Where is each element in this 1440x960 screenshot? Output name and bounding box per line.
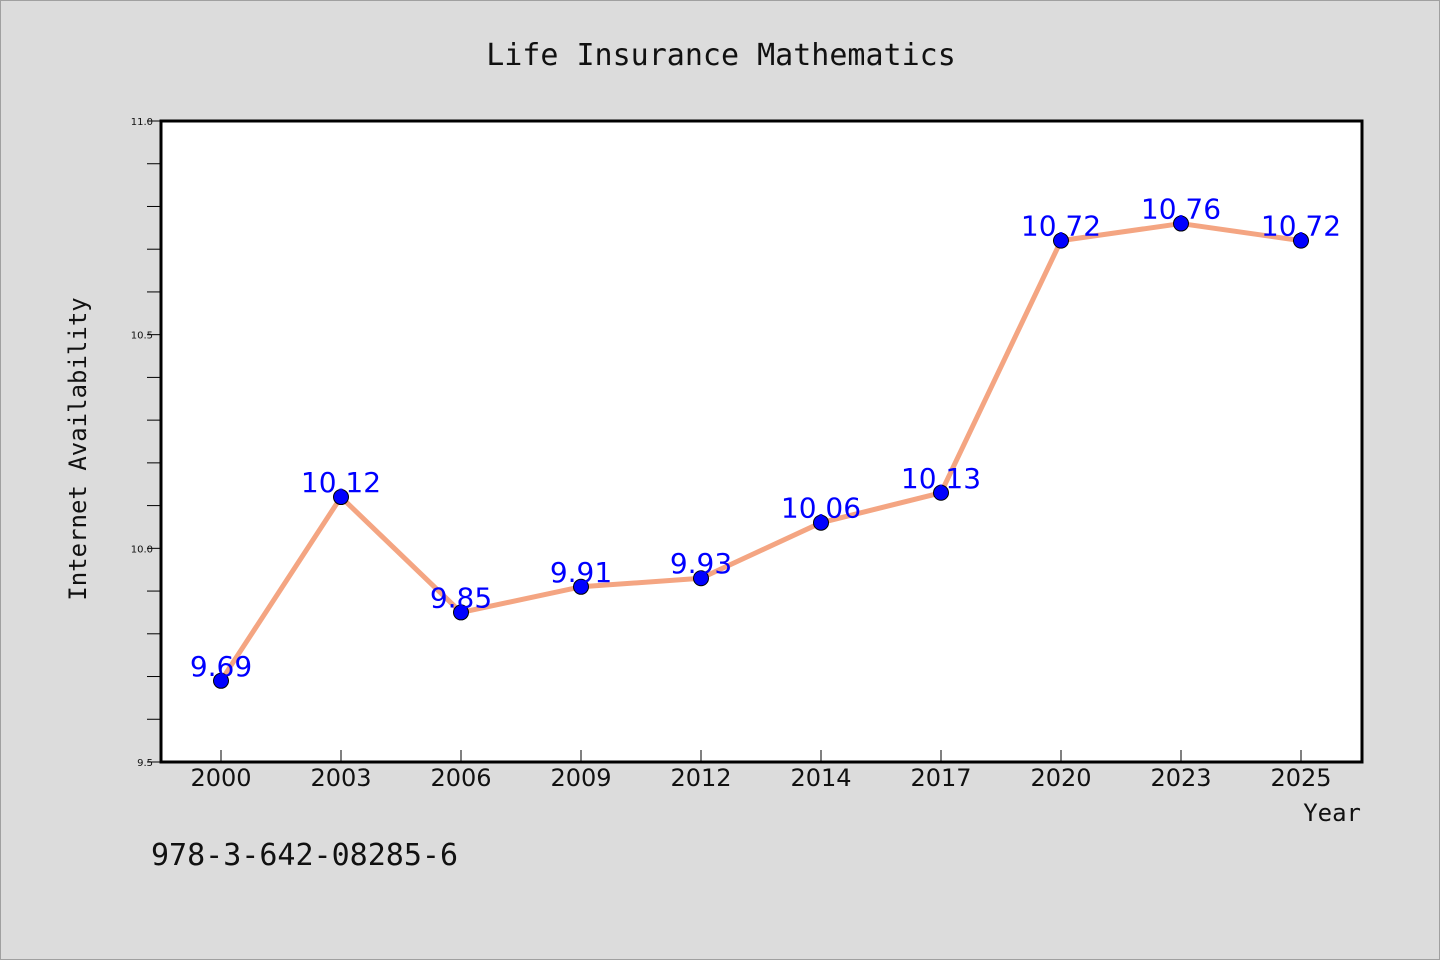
data-point (333, 489, 349, 506)
data-point (1293, 232, 1309, 249)
data-label: 9.93 (670, 547, 732, 580)
y-tick-label: 9.5 (137, 758, 153, 769)
data-point (1173, 215, 1189, 232)
y-tick-label: 10.0 (131, 544, 153, 555)
data-point (693, 570, 709, 587)
y-axis: 9.5 10.0 10.5 11.0 (131, 117, 161, 769)
y-axis-label: Internet Availability (64, 297, 92, 600)
x-tick-label: 2023 (1150, 764, 1211, 792)
data-label: 10.12 (301, 466, 381, 499)
data-labels: 9.69 10.12 9.85 9.91 9.93 10.06 10.13 10.72 10.7… (190, 193, 1341, 683)
x-tick-label: 2003 (310, 764, 371, 792)
data-point (1053, 232, 1069, 249)
x-tick-label: 2009 (550, 764, 611, 792)
x-tick-label: 2012 (670, 764, 731, 792)
data-point (213, 672, 229, 689)
data-label: 10.76 (1141, 193, 1221, 226)
x-tick-label: 2017 (910, 764, 971, 792)
data-point (573, 578, 589, 595)
data-label: 9.91 (550, 556, 612, 589)
x-axis-label: Year (1303, 799, 1361, 827)
y-tick-label: 11.0 (131, 117, 153, 128)
y-tick-label: 10.5 (131, 331, 153, 342)
data-label: 10.72 (1021, 210, 1101, 243)
x-tick-label: 2006 (430, 764, 491, 792)
x-tick-label: 2025 (1270, 764, 1331, 792)
x-tick-label: 2020 (1030, 764, 1091, 792)
data-label: 10.72 (1261, 210, 1341, 243)
data-label: 9.85 (430, 581, 492, 614)
footnote-isbn: 978-3-642-08285-6 (151, 838, 458, 873)
series-line (218, 221, 1302, 683)
data-label: 10.06 (781, 492, 861, 525)
series-line-group (218, 221, 1302, 683)
x-tick-label: 2000 (190, 764, 251, 792)
x-axis: 2000 2003 2006 2009 2012 2014 2017 2020 2023 2025 (190, 750, 1332, 792)
data-point (453, 604, 469, 621)
data-points (213, 215, 1309, 689)
data-point (813, 514, 829, 531)
data-point (933, 484, 949, 501)
data-label: 10.13 (901, 462, 981, 495)
chart-title: Life Insurance Mathematics (486, 38, 956, 73)
data-label: 9.69 (190, 650, 252, 683)
x-tick-label: 2014 (790, 764, 851, 792)
